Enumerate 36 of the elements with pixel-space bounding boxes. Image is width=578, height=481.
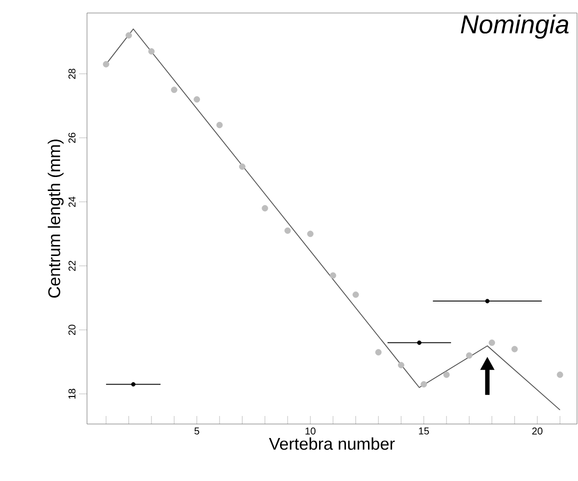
y-tick-label: 24 xyxy=(68,196,76,207)
point xyxy=(443,372,450,378)
point xyxy=(375,349,382,356)
point xyxy=(131,382,136,386)
point xyxy=(488,340,496,346)
point xyxy=(420,381,427,388)
y-tick-label: 26 xyxy=(68,132,76,143)
point xyxy=(466,352,472,359)
point xyxy=(216,122,223,128)
point xyxy=(194,96,200,103)
y-tick-label: 28 xyxy=(68,68,76,79)
x-tick-label: 5 xyxy=(194,428,200,434)
point xyxy=(511,346,518,352)
x-tick-label: 15 xyxy=(419,428,429,434)
point xyxy=(262,205,268,212)
y-tick-label: 20 xyxy=(68,324,76,335)
point xyxy=(556,372,564,378)
point xyxy=(417,340,422,345)
y-tick-label: 18 xyxy=(68,388,76,399)
point xyxy=(170,86,178,94)
chart-title: Nomingia xyxy=(460,14,569,39)
point xyxy=(352,291,359,298)
x-tick-label: 20 xyxy=(532,428,542,435)
point xyxy=(284,227,291,234)
point xyxy=(398,362,404,368)
point xyxy=(330,272,336,279)
point xyxy=(239,163,246,170)
y-axis-title: Centrum length (mm) xyxy=(48,140,64,298)
x-tick-label: 10 xyxy=(306,428,316,435)
point xyxy=(126,32,132,39)
point xyxy=(102,61,110,68)
point xyxy=(307,230,314,238)
point xyxy=(148,48,155,55)
x-axis-title: Vertebra number xyxy=(269,437,395,450)
y-tick-label: 22 xyxy=(68,260,76,271)
point xyxy=(485,298,490,304)
